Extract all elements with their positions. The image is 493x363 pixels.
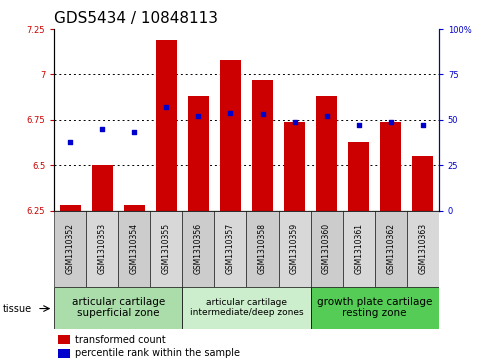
Point bbox=[354, 122, 362, 128]
Text: GSM1310358: GSM1310358 bbox=[258, 223, 267, 274]
Text: GSM1310360: GSM1310360 bbox=[322, 223, 331, 274]
Bar bbox=[246, 211, 279, 287]
Bar bbox=[118, 211, 150, 287]
Bar bbox=[86, 211, 118, 287]
Bar bbox=[380, 122, 401, 211]
Point bbox=[419, 122, 426, 128]
Bar bbox=[412, 156, 433, 211]
Bar bbox=[188, 96, 209, 211]
Point bbox=[130, 130, 138, 135]
Bar bbox=[54, 287, 182, 329]
Point bbox=[290, 119, 298, 125]
Bar bbox=[182, 211, 214, 287]
Bar bbox=[375, 211, 407, 287]
Bar bbox=[311, 287, 439, 329]
Text: articular cartilage
intermediate/deep zones: articular cartilage intermediate/deep zo… bbox=[190, 298, 303, 317]
Bar bbox=[316, 96, 337, 211]
Bar bbox=[407, 211, 439, 287]
Text: GSM1310355: GSM1310355 bbox=[162, 223, 171, 274]
Bar bbox=[348, 142, 369, 211]
Bar bbox=[343, 211, 375, 287]
Text: GSM1310354: GSM1310354 bbox=[130, 223, 139, 274]
Text: GSM1310357: GSM1310357 bbox=[226, 223, 235, 274]
Text: GSM1310353: GSM1310353 bbox=[98, 223, 107, 274]
Bar bbox=[311, 211, 343, 287]
Text: GSM1310361: GSM1310361 bbox=[354, 223, 363, 274]
Point bbox=[194, 113, 202, 119]
Bar bbox=[54, 211, 86, 287]
Text: percentile rank within the sample: percentile rank within the sample bbox=[75, 348, 241, 359]
Bar bbox=[156, 40, 177, 211]
Text: articular cartilage
superficial zone: articular cartilage superficial zone bbox=[71, 297, 165, 318]
Bar bbox=[220, 60, 241, 211]
Text: GSM1310359: GSM1310359 bbox=[290, 223, 299, 274]
Bar bbox=[60, 205, 81, 211]
Bar bbox=[214, 211, 246, 287]
Point bbox=[258, 111, 266, 117]
Text: GSM1310356: GSM1310356 bbox=[194, 223, 203, 274]
Point bbox=[162, 104, 170, 110]
Bar bbox=[92, 165, 113, 211]
Text: transformed count: transformed count bbox=[75, 335, 166, 344]
Bar bbox=[279, 211, 311, 287]
Bar bbox=[58, 335, 70, 344]
Text: tissue: tissue bbox=[2, 303, 32, 314]
Bar bbox=[58, 349, 70, 358]
Bar bbox=[182, 287, 311, 329]
Bar bbox=[124, 205, 145, 211]
Text: GSM1310363: GSM1310363 bbox=[418, 223, 427, 274]
Bar bbox=[284, 122, 305, 211]
Point bbox=[322, 113, 330, 119]
Text: growth plate cartilage
resting zone: growth plate cartilage resting zone bbox=[317, 297, 432, 318]
Bar bbox=[150, 211, 182, 287]
Point bbox=[98, 126, 106, 132]
Text: GDS5434 / 10848113: GDS5434 / 10848113 bbox=[54, 12, 218, 26]
Bar bbox=[252, 80, 273, 211]
Point bbox=[226, 110, 234, 115]
Point bbox=[66, 139, 74, 144]
Text: GSM1310362: GSM1310362 bbox=[386, 223, 395, 274]
Text: GSM1310352: GSM1310352 bbox=[66, 223, 75, 274]
Point bbox=[387, 119, 394, 125]
